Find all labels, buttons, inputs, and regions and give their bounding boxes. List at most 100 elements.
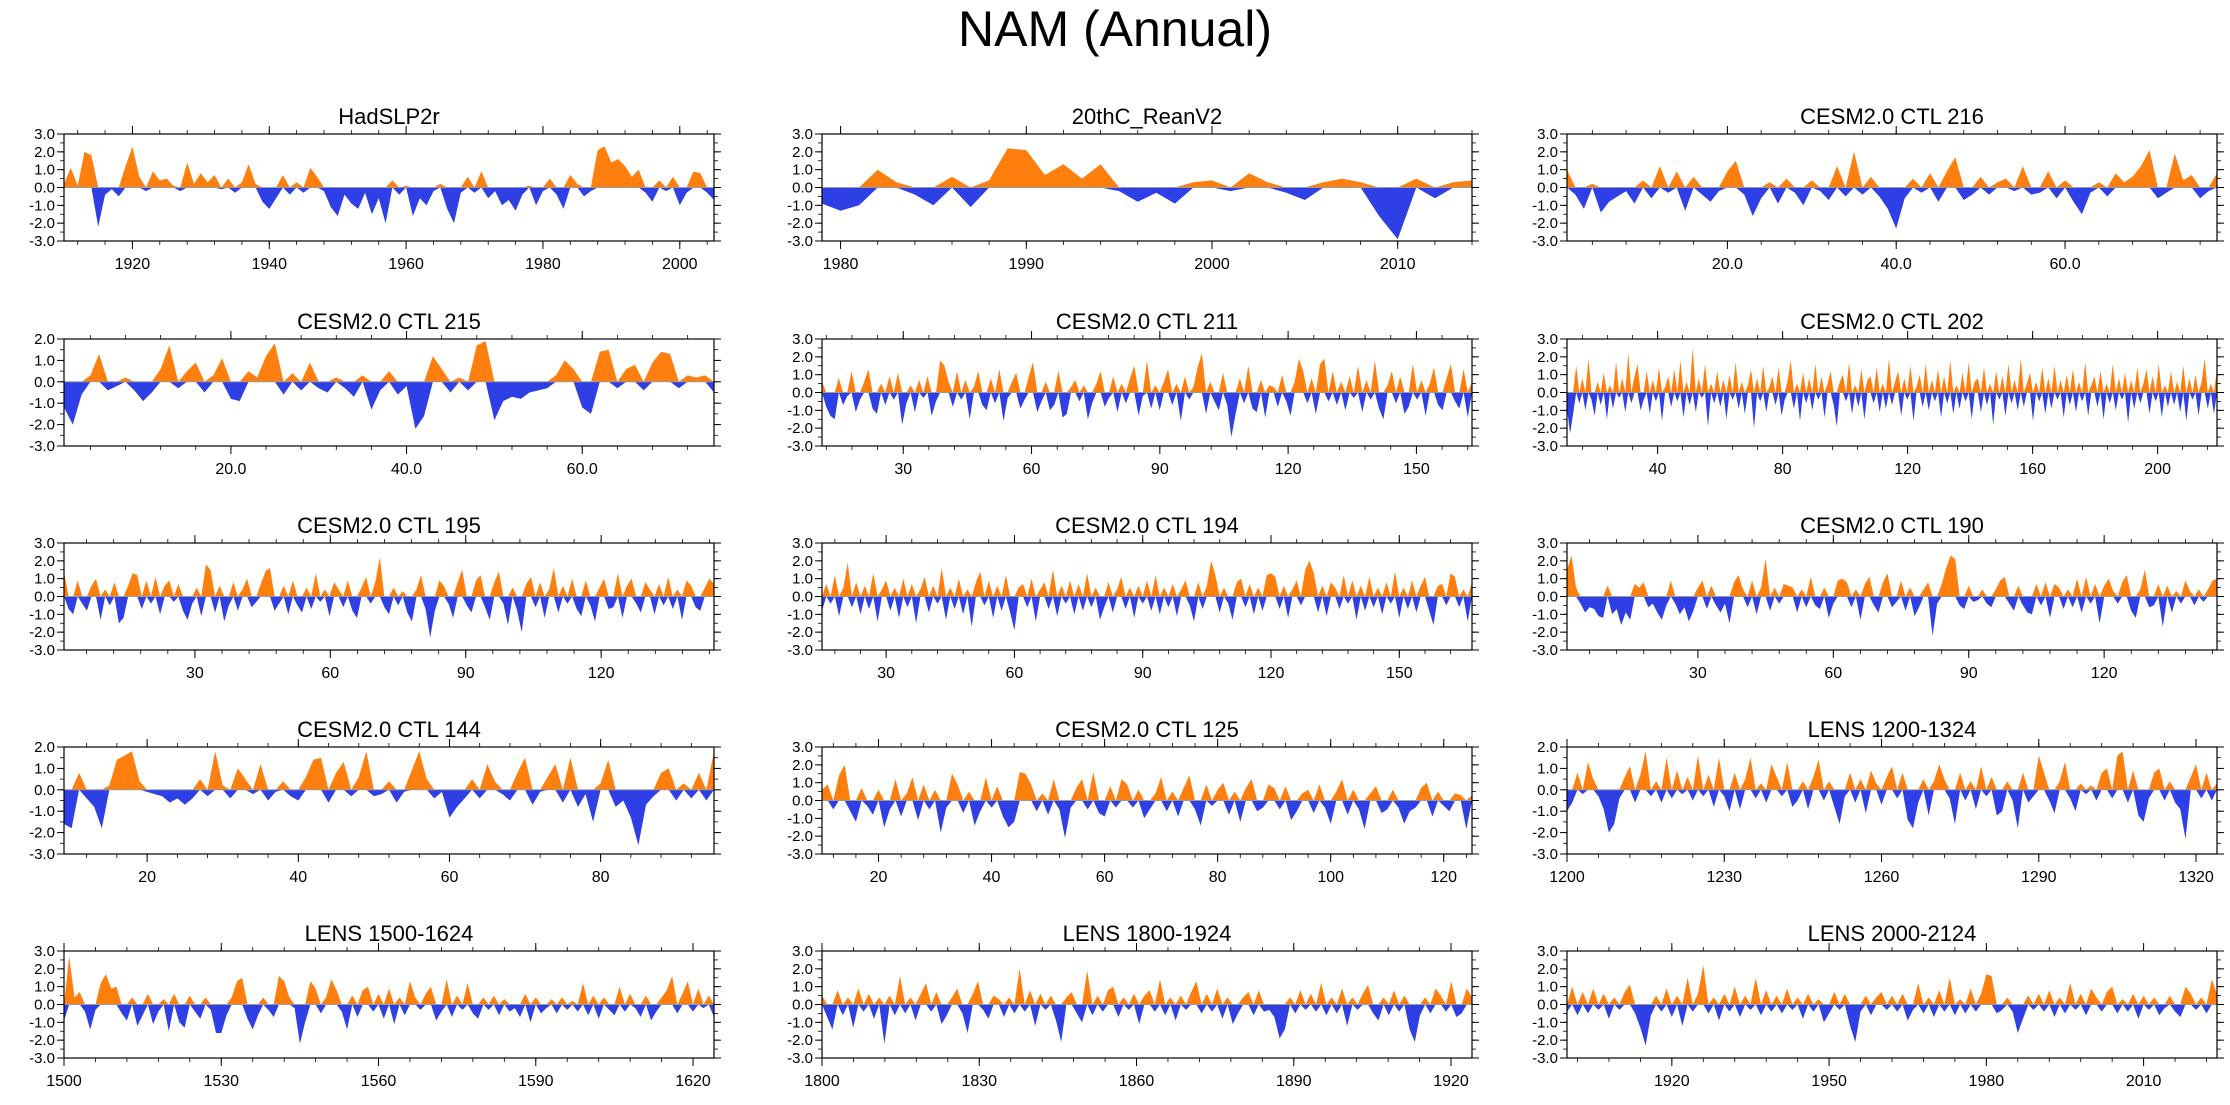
y-tick-label: 2.0 — [1537, 961, 1558, 978]
x-tick-label: 30 — [1689, 665, 1707, 682]
y-tick-label: 0.0 — [1537, 997, 1558, 1014]
y-tick-label: 1.0 — [1537, 367, 1558, 384]
x-tick-label: 160 — [2019, 461, 2046, 478]
x-tick-label: 1990 — [1008, 256, 1044, 273]
y-tick-label: -1.0 — [1532, 1014, 1558, 1031]
positive-area — [64, 557, 714, 597]
y-tick-label: -3.0 — [29, 233, 55, 250]
y-tick-label: -3.0 — [1532, 642, 1558, 659]
plot-frame — [63, 338, 715, 447]
y-tick-label: -3.0 — [787, 233, 813, 250]
y-tick-label: 3.0 — [792, 126, 813, 143]
y-tick-label: 2.0 — [1537, 144, 1558, 161]
x-tick-label: 1800 — [804, 1073, 840, 1090]
y-tick-label: 2.0 — [792, 553, 813, 570]
positive-area — [64, 146, 714, 188]
x-tick-label: 1920 — [1654, 1073, 1690, 1090]
x-tick-label: 1860 — [1119, 1073, 1155, 1090]
y-tick-label: 3.0 — [792, 535, 813, 552]
x-tick-label: 2010 — [1380, 256, 1416, 273]
y-tick-label: -3.0 — [1532, 846, 1558, 863]
x-tick-label: 2010 — [2126, 1073, 2162, 1090]
y-tick-label: -2.0 — [29, 825, 55, 842]
y-tick-label: 3.0 — [1537, 331, 1558, 348]
panel-title: CESM2.0 CTL 211 — [1056, 309, 1238, 334]
panel-10: CESM2.0 CTL 144 2.0 1.0 0.0 -1.0 -2.0 -3.0 20 40… — [29, 717, 721, 886]
panel-title: LENS 1200-1324 — [1808, 717, 1977, 742]
x-tick-label: 1500 — [46, 1073, 82, 1090]
y-tick-label: 2.0 — [792, 961, 813, 978]
y-tick-label: 0.0 — [34, 374, 55, 391]
y-tick-label: -1.0 — [787, 1014, 813, 1031]
positive-area — [822, 968, 1472, 1005]
positive-area — [1567, 751, 2217, 790]
negative-area — [64, 789, 714, 846]
y-tick-label: 1.0 — [792, 775, 813, 792]
negative-area — [822, 800, 1472, 838]
x-tick-label: 1620 — [675, 1073, 711, 1090]
y-tick-label: 3.0 — [1537, 943, 1558, 960]
y-tick-label: 1.0 — [34, 979, 55, 996]
y-tick-label: -3.0 — [1532, 1050, 1558, 1067]
x-tick-label: 40 — [983, 869, 1001, 886]
y-tick-label: 1.0 — [1537, 760, 1558, 777]
panel-title: CESM2.0 CTL 194 — [1055, 513, 1239, 538]
panel-9: CESM2.0 CTL 190 3.02.01.00.0-1.0-2.0-3.0 3… — [1532, 513, 2224, 682]
y-tick-label: 0.0 — [34, 782, 55, 799]
positive-area — [1567, 555, 2217, 597]
y-tick-label: 3.0 — [34, 535, 55, 552]
y-tick-label: -1.0 — [787, 402, 813, 419]
x-tick-label: 1920 — [1433, 1073, 1469, 1090]
y-tick-label: 2.0 — [34, 961, 55, 978]
y-tick-label: -2.0 — [787, 215, 813, 232]
x-tick-label: 120 — [588, 665, 615, 682]
y-tick-label: 3.0 — [792, 739, 813, 756]
x-tick-label: 30 — [186, 665, 204, 682]
panel-title: CESM2.0 CTL 190 — [1800, 513, 1984, 538]
y-tick-label: -1.0 — [1532, 803, 1558, 820]
y-tick-label: 2.0 — [1537, 739, 1558, 756]
x-tick-label: 120 — [1894, 461, 1921, 478]
y-tick-label: -2.0 — [29, 1032, 55, 1049]
x-tick-label: 60.0 — [2049, 256, 2080, 273]
negative-area — [64, 596, 714, 638]
x-tick-label: 120 — [1275, 461, 1302, 478]
panel-11: CESM2.0 CTL 125 3.02.01.00.0-1.0-2.0-3.0 2… — [787, 717, 1479, 886]
x-tick-label: 1290 — [2021, 869, 2057, 886]
y-tick-label: -1.0 — [29, 1014, 55, 1031]
panel-7: CESM2.0 CTL 195 3.02.01.00.0-1.0-2.0-3.0 3… — [29, 513, 721, 682]
y-tick-label: 2.0 — [792, 144, 813, 161]
x-tick-label: 60 — [441, 869, 459, 886]
x-tick-label: 40.0 — [391, 461, 422, 478]
y-tick-label: -3.0 — [787, 1050, 813, 1067]
x-tick-label: 1960 — [388, 256, 424, 273]
panel-5: CESM2.0 CTL 211 3.02.01.00.0-1.0-2.0-3.0 3… — [787, 309, 1479, 478]
y-tick-label: 3.0 — [34, 943, 55, 960]
y-tick-label: 2.0 — [1537, 553, 1558, 570]
y-tick-label: 3.0 — [34, 126, 55, 143]
positive-area — [64, 751, 714, 790]
y-tick-label: -2.0 — [787, 1032, 813, 1049]
y-tick-label: -1.0 — [29, 606, 55, 623]
y-tick-label: 3.0 — [792, 331, 813, 348]
panel-3: CESM2.0 CTL 216 3.02.01.00.0-1.0-2.0-3.0 2… — [1532, 104, 2224, 273]
y-tick-label: 3.0 — [1537, 126, 1558, 143]
positive-area — [1567, 965, 2217, 1005]
y-tick-label: -1.0 — [787, 606, 813, 623]
y-tick-label: -2.0 — [787, 420, 813, 437]
panel-title: LENS 2000-2124 — [1808, 921, 1977, 946]
y-tick-label: 0.0 — [792, 385, 813, 402]
y-tick-label: -3.0 — [1532, 233, 1558, 250]
x-tick-label: 2000 — [662, 256, 698, 273]
y-tick-label: -3.0 — [29, 1050, 55, 1067]
y-tick-label: -2.0 — [787, 624, 813, 641]
y-tick-label: 0.0 — [792, 589, 813, 606]
y-tick-label: -3.0 — [29, 846, 55, 863]
panel-4: CESM2.0 CTL 215 2.0 1.0 0.0 -1.0 -2.0 -3.0 20.0… — [29, 309, 721, 478]
y-tick-label: -2.0 — [29, 215, 55, 232]
y-tick-label: 2.0 — [1537, 349, 1558, 366]
y-tick-label: -1.0 — [787, 197, 813, 214]
y-tick-label: 0.0 — [1537, 589, 1558, 606]
